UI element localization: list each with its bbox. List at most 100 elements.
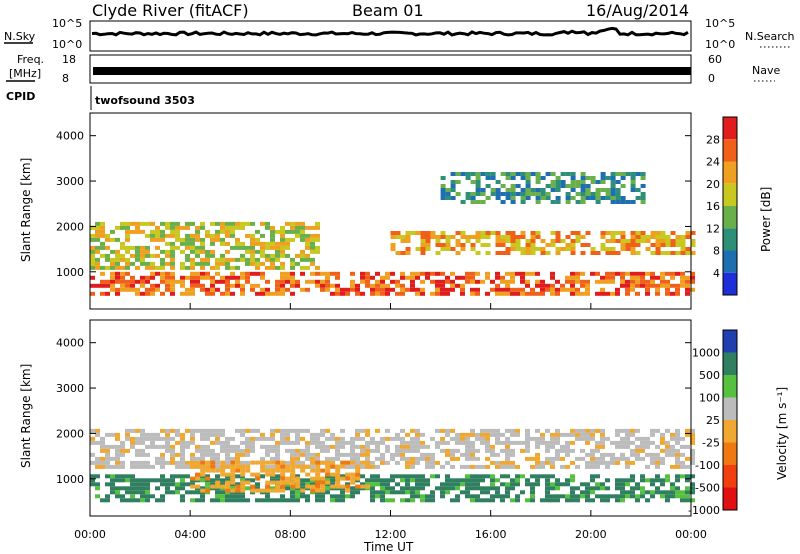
heatmap-cell — [390, 231, 396, 235]
heatmap-cell — [270, 257, 275, 262]
heatmap-cell — [235, 265, 240, 270]
heatmap-cell — [225, 452, 230, 457]
heatmap-cell — [310, 484, 316, 489]
heatmap-cell — [485, 172, 491, 176]
heatmap-cell — [200, 271, 205, 276]
heatmap-cell — [440, 464, 445, 469]
heatmap-cell — [225, 498, 230, 503]
heatmap-cell — [165, 490, 170, 495]
heatmap-cell — [595, 440, 600, 445]
heatmap-cell — [275, 452, 280, 457]
heatmap-cell — [285, 237, 290, 242]
heatmap-cell — [120, 494, 125, 499]
heatmap-cell — [245, 279, 250, 284]
heatmap-cell — [510, 243, 516, 247]
heatmap-cell — [205, 488, 211, 493]
heatmap-cell — [650, 460, 655, 465]
heatmap-cell — [300, 265, 305, 270]
colorbar-tick-label: 24 — [706, 156, 720, 169]
heatmap-cell — [295, 221, 300, 226]
heatmap-cell — [565, 172, 571, 176]
heatmap-cell — [200, 237, 205, 242]
heatmap-cell — [680, 271, 685, 276]
velocity-ylabel: Slant Range [km] — [19, 364, 33, 468]
heatmap-cell — [120, 486, 125, 491]
heatmap-cell — [90, 460, 95, 465]
heatmap-cell — [635, 172, 641, 176]
heatmap-cell — [620, 456, 625, 461]
heatmap-cell — [290, 468, 296, 473]
heatmap-cell — [130, 482, 135, 487]
heatmap-cell — [295, 436, 300, 441]
heatmap-cell — [150, 271, 155, 276]
heatmap-cell — [410, 486, 415, 491]
heatmap-cell — [205, 257, 210, 262]
heatmap-cell — [285, 253, 290, 258]
heatmap-cell — [515, 243, 521, 247]
heatmap-cell — [280, 498, 285, 503]
heatmap-cell — [220, 428, 225, 433]
heatmap-cell — [395, 482, 400, 487]
heatmap-cell — [170, 229, 175, 234]
heatmap-cell — [665, 448, 670, 453]
heatmap-cell — [280, 261, 285, 266]
heatmap-cell — [345, 464, 350, 469]
heatmap-cell — [95, 428, 100, 433]
heatmap-cell — [135, 229, 140, 234]
heatmap-cell — [315, 460, 321, 465]
heatmap-cell — [485, 444, 490, 449]
heatmap-cell — [295, 283, 300, 288]
heatmap-cell — [425, 444, 430, 449]
heatmap-cell — [170, 233, 175, 238]
nsky-tick-high: 10^5 — [52, 17, 82, 30]
heatmap-cell — [140, 440, 145, 445]
heatmap-cell — [130, 283, 135, 288]
heatmap-cell — [615, 460, 620, 465]
heatmap-cell — [645, 452, 650, 457]
heatmap-cell — [360, 452, 365, 457]
heatmap-cell — [495, 291, 500, 296]
nave-label: Nave — [752, 64, 780, 77]
heatmap-cell — [105, 452, 110, 457]
heatmap-cell — [510, 271, 515, 276]
heatmap-cell — [615, 482, 620, 487]
heatmap-cell — [520, 192, 526, 196]
heatmap-cell — [195, 245, 200, 250]
colorbar-frame — [722, 116, 738, 296]
heatmap-cell — [295, 440, 300, 445]
heatmap-cell — [110, 283, 115, 288]
heatmap-cell — [215, 474, 220, 479]
heatmap-cell — [625, 283, 630, 288]
heatmap-cell — [140, 432, 145, 437]
heatmap-cell — [340, 460, 346, 465]
heatmap-cell — [550, 275, 555, 280]
heatmap-cell — [315, 494, 320, 499]
heatmap-cell — [690, 474, 695, 479]
heatmap-cell — [310, 245, 315, 250]
heatmap-cell — [355, 452, 360, 457]
heatmap-cell — [495, 180, 501, 184]
heatmap-cell — [545, 478, 550, 483]
heatmap-cell — [300, 482, 305, 487]
heatmap-cell — [680, 460, 685, 465]
heatmap-cell — [500, 251, 506, 255]
heatmap-cell — [290, 440, 295, 445]
heatmap-cell — [150, 283, 155, 288]
heatmap-cell — [335, 440, 340, 445]
heatmap-cell — [130, 428, 135, 433]
heatmap-cell — [145, 498, 150, 503]
heatmap-cell — [95, 257, 100, 262]
heatmap-cell — [530, 287, 535, 292]
heatmap-cell — [655, 486, 660, 491]
heatmap-cell — [225, 241, 230, 246]
heatmap-cell — [100, 229, 105, 234]
heatmap-cell — [180, 275, 185, 280]
heatmap-cell — [300, 249, 305, 254]
heatmap-cell — [690, 275, 695, 280]
heatmap-cell — [655, 490, 660, 495]
heatmap-cell — [210, 432, 215, 437]
heatmap-cell — [595, 200, 601, 204]
heatmap-cell — [90, 478, 95, 483]
heatmap-cell — [150, 265, 155, 270]
heatmap-cell — [490, 428, 495, 433]
